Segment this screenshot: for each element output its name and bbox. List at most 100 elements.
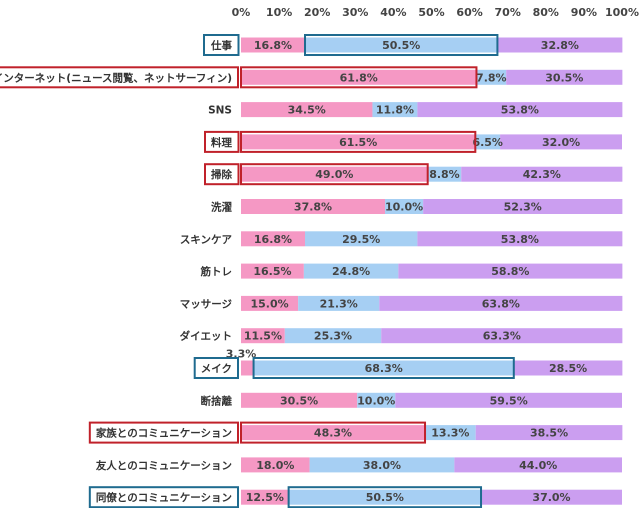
- bar-segment: [357, 392, 396, 408]
- segment-highlight-box: [252, 357, 515, 379]
- bar-segment: [241, 392, 358, 408]
- category-label: 仕事: [210, 39, 232, 52]
- segment-highlight-box: [287, 486, 483, 508]
- value-label: 63.8%: [482, 297, 520, 310]
- bar-segment: [427, 166, 462, 182]
- category-label: SNS: [208, 105, 232, 117]
- bar-segment: [425, 425, 476, 441]
- bar-segment: [241, 199, 386, 214]
- category-label: スキンケア: [180, 234, 233, 246]
- value-label: 12.5%: [246, 491, 284, 504]
- bar-segment: [454, 457, 622, 473]
- x-tick-label: 20%: [304, 6, 330, 19]
- bar-segment: [475, 425, 623, 441]
- segment-highlight-box: [240, 130, 477, 153]
- value-label: 32.0%: [542, 136, 580, 149]
- value-label: 42.3%: [523, 168, 561, 181]
- bar-segment: [288, 489, 482, 505]
- bar-segment: [241, 489, 289, 505]
- bar-segment: [476, 69, 507, 85]
- value-label: 58.8%: [491, 265, 529, 278]
- value-labels: 16.8% 50.5% 32.8% 61.8% 7.8% 30.5% 34.5% 11.8% 5…: [226, 39, 587, 504]
- category-label: 洗濯: [211, 201, 232, 214]
- x-tick-label: 30%: [342, 6, 368, 19]
- value-label: 32.8%: [541, 39, 579, 52]
- category-highlight-box: [204, 163, 240, 186]
- bar-segment: [513, 360, 623, 376]
- bar-segment: [309, 457, 455, 473]
- value-label: 11.8%: [376, 104, 414, 117]
- category-label: 料理: [211, 136, 232, 149]
- bar-segment: [475, 134, 501, 150]
- bar-segment: [417, 231, 623, 247]
- x-tick-label: 50%: [418, 6, 444, 19]
- value-label: 68.3%: [365, 362, 403, 375]
- value-label: 63.3%: [483, 330, 521, 343]
- value-label: 37.8%: [294, 201, 332, 214]
- x-tick-label: 40%: [380, 6, 406, 19]
- bar-segment: [395, 392, 622, 408]
- value-label: 28.5%: [549, 362, 587, 375]
- value-label: 10.0%: [385, 201, 423, 214]
- value-label: 61.8%: [340, 71, 378, 84]
- bar-segment: [305, 37, 498, 53]
- bar-segment: [398, 263, 623, 279]
- bar-segment: [241, 231, 306, 247]
- value-label: 49.0%: [315, 168, 353, 181]
- value-label: 7.8%: [476, 71, 507, 84]
- value-label: 8.8%: [429, 168, 460, 181]
- value-label: 13.3%: [431, 427, 469, 440]
- bar-segment: [461, 166, 623, 182]
- value-label: 16.5%: [253, 265, 291, 278]
- segment-highlight-box: [240, 421, 427, 444]
- bar-segment: [241, 37, 306, 53]
- value-label: 53.8%: [501, 233, 539, 246]
- value-label: 53.8%: [501, 104, 539, 117]
- value-label: 6.5%: [472, 136, 503, 149]
- value-label: 10.0%: [357, 394, 395, 407]
- bar-segment: [500, 134, 622, 150]
- x-tick-label: 70%: [495, 6, 521, 19]
- category-label: 筋トレ: [200, 265, 233, 278]
- x-tick-label: 60%: [456, 6, 482, 19]
- value-label: 18.0%: [256, 459, 294, 472]
- category-highlight-box: [204, 130, 240, 153]
- bar-segment: [241, 360, 254, 376]
- category-highlight-box: [88, 421, 239, 444]
- value-label: 50.5%: [366, 491, 404, 504]
- bar-segment: [241, 457, 310, 473]
- category-label: マッサージ: [180, 298, 233, 310]
- bar-segment: [385, 199, 424, 214]
- bar-segment: [241, 102, 373, 118]
- category-highlight-box: [203, 34, 240, 56]
- bar-segment: [379, 295, 623, 311]
- value-label: 38.5%: [530, 427, 568, 440]
- bar-segment: [506, 69, 623, 85]
- bar-segment: [241, 166, 428, 182]
- category-label: 家族とのコミュニケーション: [96, 427, 232, 440]
- bar-segments: [241, 37, 623, 505]
- value-label: 24.8%: [332, 265, 370, 278]
- value-label: 44.0%: [519, 459, 557, 472]
- value-label: 11.5%: [244, 330, 282, 343]
- value-label: 50.5%: [382, 39, 420, 52]
- bar-segment: [372, 102, 418, 118]
- bar-segment: [284, 328, 382, 344]
- value-label: 37.0%: [532, 491, 570, 504]
- value-label: 48.3%: [314, 427, 352, 440]
- highlight-boxes: [0, 34, 515, 508]
- bar-segment: [241, 134, 476, 150]
- value-label: 59.5%: [490, 394, 528, 407]
- bar-segment: [241, 263, 304, 279]
- category-label: メイク: [201, 363, 232, 375]
- bar-segment: [497, 37, 623, 53]
- x-tick-label: 0%: [232, 6, 251, 19]
- bar-segment: [417, 102, 623, 118]
- segment-highlight-box: [304, 34, 499, 56]
- bar-segment: [253, 360, 514, 376]
- bar-segment: [423, 199, 623, 214]
- value-label: 30.5%: [545, 71, 583, 84]
- bar-segment: [241, 425, 426, 441]
